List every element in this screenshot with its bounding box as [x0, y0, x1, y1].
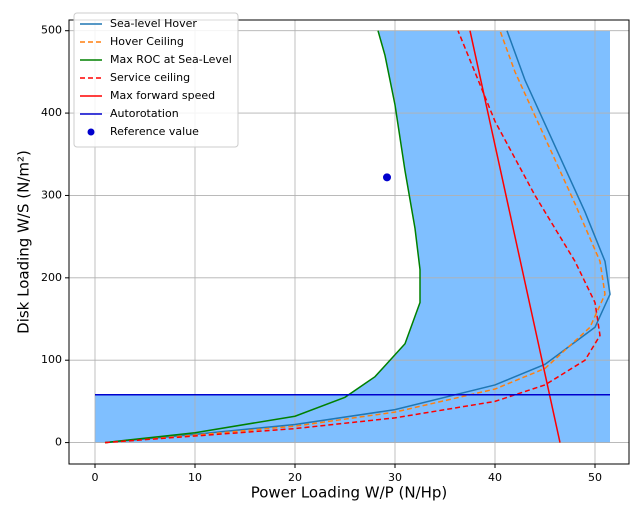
y-axis-label: Disk Loading W/S (N/m²)	[15, 150, 33, 334]
reference-point	[383, 173, 391, 182]
legend-label: Autorotation	[110, 107, 179, 120]
series-line	[104, 30, 606, 444]
legend-box	[73, 12, 239, 148]
y-tick-label: 400	[41, 106, 62, 119]
plot-frame	[68, 19, 630, 465]
legend-label: Max ROC at Sea-Level	[110, 53, 232, 66]
y-tick-label: 0	[55, 436, 62, 449]
legend-label: Reference value	[110, 125, 199, 138]
feasible-region	[95, 30, 610, 443]
legend-label: Max forward speed	[110, 89, 215, 102]
y-tick-label: 300	[41, 188, 62, 201]
y-tick-label: 200	[41, 271, 62, 284]
series-line	[104, 30, 601, 444]
y-tick-label: 500	[41, 24, 62, 37]
series-line	[104, 30, 611, 444]
series-line	[469, 30, 561, 443]
legend-label: Sea-level Hover	[110, 17, 197, 30]
legend-marker	[87, 128, 95, 136]
series-line	[104, 30, 421, 444]
x-tick-label: 20	[288, 471, 302, 484]
legend-label: Hover Ceiling	[110, 35, 184, 48]
x-tick-label: 0	[92, 471, 99, 484]
x-tick-label: 10	[188, 471, 202, 484]
x-tick-label: 30	[388, 471, 402, 484]
x-tick-label: 40	[488, 471, 502, 484]
x-axis-label: Power Loading W/P (N/Hp)	[251, 484, 448, 502]
legend-label: Service ceiling	[110, 71, 190, 84]
y-tick-label: 100	[41, 353, 62, 366]
x-tick-label: 50	[588, 471, 602, 484]
